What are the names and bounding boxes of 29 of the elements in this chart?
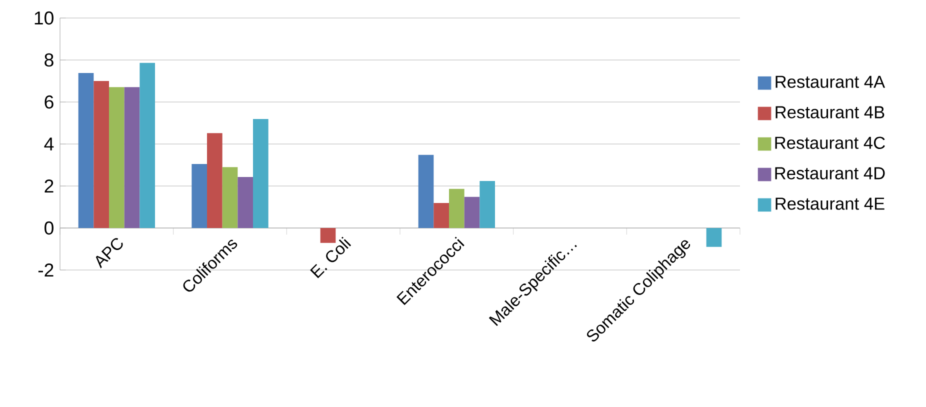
bar — [124, 87, 140, 228]
legend-label: Restaurant 4C — [775, 136, 885, 149]
bar — [449, 188, 464, 228]
bar — [238, 176, 254, 228]
bar — [140, 62, 156, 228]
bar — [109, 87, 124, 228]
y-tick-label: 10 — [34, 11, 54, 25]
y-tick-label: 0 — [44, 221, 54, 235]
y-tick-label: 2 — [44, 179, 54, 193]
legend-label: Restaurant 4A — [776, 76, 886, 88]
bar — [480, 180, 495, 228]
bar — [207, 133, 222, 228]
y-tick-label: 8 — [44, 53, 54, 67]
y-tick-label: 4 — [44, 138, 54, 150]
y-tick-label: -2 — [38, 263, 54, 277]
y-tick-label: 6 — [44, 95, 54, 109]
legend-label: Restaurant 4D — [775, 167, 885, 180]
x-tick-label: E. Coli — [310, 236, 352, 278]
bar — [706, 228, 722, 247]
bar — [434, 203, 449, 228]
bar — [78, 73, 94, 228]
legend-label: Restaurant 4B — [776, 106, 884, 118]
bar — [192, 164, 208, 228]
bar — [94, 80, 110, 228]
bar — [464, 196, 480, 228]
bar — [222, 167, 238, 228]
legend-label: Restaurant 4E — [776, 198, 884, 210]
bar — [418, 154, 434, 228]
bar — [253, 119, 268, 228]
